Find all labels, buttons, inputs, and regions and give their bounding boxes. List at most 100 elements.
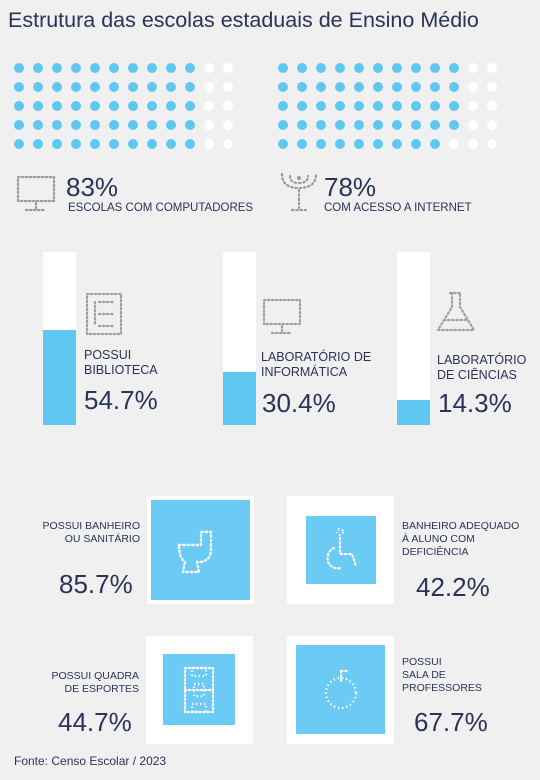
waffle-dot [185,82,195,92]
flask-icon [434,290,478,334]
waffle-dot [185,139,195,149]
computers-label: ESCOLAS COM COMPUTADORES [68,202,254,214]
waffle-dot [373,82,383,92]
waffle-dot [14,139,24,149]
waffle-dot [14,63,24,73]
waffle-dot [373,63,383,73]
waffle-dot [33,101,43,111]
waffle-dot [223,63,233,73]
waffle-dot [33,120,43,130]
waffle-dot [223,82,233,92]
tile-acessivel-line3: DEFICIÊNCIA [402,546,469,558]
tile-professores-frame [287,636,394,744]
waffle-dot [109,82,119,92]
tile-banheiro-label: POSSUI BANHEIRO OU SANITÁRIO [18,520,140,546]
computer-icon [262,298,302,336]
waffle-dot [487,120,497,130]
computer-icon [16,175,56,213]
waffle-dot [166,120,176,130]
waffle-dot [90,139,100,149]
tile-acessivel [306,516,376,584]
waffle-dot [411,63,421,73]
court-icon [183,666,215,714]
waffle-dot [52,101,62,111]
bar-library [43,330,76,425]
waffle-dot [449,120,459,130]
bar-ciencias-track [397,252,430,425]
waffle-dot [487,63,497,73]
waffle-dot [204,120,214,130]
waffle-dot [468,101,478,111]
waffle-dot [204,101,214,111]
waffle-dot [166,139,176,149]
tile-professores [296,645,385,734]
waffle-dot [487,139,497,149]
waffle-dot [411,120,421,130]
waffle-dot [147,63,157,73]
waffle-dot [71,101,81,111]
tile-acessivel-frame [287,496,394,604]
tile-quadra-value: 44.7% [58,707,132,737]
waffle-dot [128,82,138,92]
waffle-dot [278,82,288,92]
internet-label: COM ACESSO A INTERNET [324,202,472,214]
coffee-cup-icon [324,669,358,710]
waffle-dot [109,120,119,130]
waffle-dot [316,139,326,149]
waffle-dot [449,63,459,73]
waffle-dot [373,120,383,130]
waffle-dot [278,63,288,73]
tile-banheiro-value: 85.7% [59,569,133,599]
waffle-dot [71,139,81,149]
waffle-dot [373,101,383,111]
waffle-dot [166,63,176,73]
waffle-dot [411,139,421,149]
waffle-dot [278,120,288,130]
bar-ciencias-label-line2: DE CIÊNCIAS [437,368,517,382]
waffle-dot [297,63,307,73]
waffle-dot [128,101,138,111]
waffle-dot [90,101,100,111]
computers-value: 83% [66,172,119,202]
bar-ciencias [397,400,430,425]
waffle-dot [52,63,62,73]
waffle-dot [449,82,459,92]
waffle-dot [316,101,326,111]
waffle-dot [90,82,100,92]
waffle-dot [278,101,288,111]
waffle-dot [204,82,214,92]
waffle-dot [147,120,157,130]
waffle-dot [71,63,81,73]
bar-informatica-label: LABORATÓRIO DE INFORMÁTICA [261,350,371,380]
waffle-dot [411,82,421,92]
tile-banheiro-frame [147,496,254,604]
waffle-dot [14,120,24,130]
waffle-dot [354,120,364,130]
waffle-dot [223,139,233,149]
bar-ciencias-label: LABORATÓRIO DE CIÊNCIAS [437,353,526,383]
waffle-dot [449,101,459,111]
waffle-dot [316,82,326,92]
waffle-dot [335,139,345,149]
tile-acessivel-line2: À ALUNO COM [402,533,475,545]
bar-informatica-value: 30.4% [262,388,336,418]
bar-informatica [223,372,256,425]
waffle-dot [468,139,478,149]
waffle-dot [354,101,364,111]
waffle-dot [52,139,62,149]
tile-quadra-line1: POSSUI QUADRA [51,670,139,682]
waffle-dot [147,139,157,149]
tile-acessivel-value: 42.2% [416,572,490,602]
waffle-dot [204,139,214,149]
waffle-dot [185,101,195,111]
waffle-dot [487,101,497,111]
waffle-dot [297,82,307,92]
source-note: Fonte: Censo Escolar / 2023 [14,754,167,768]
waffle-dot [354,82,364,92]
waffle-dot [90,63,100,73]
waffle-dot [487,82,497,92]
waffle-dot [449,139,459,149]
waffle-dot [223,101,233,111]
bar-informatica-label-line2: INFORMÁTICA [261,365,348,379]
waffle-dot [223,120,233,130]
